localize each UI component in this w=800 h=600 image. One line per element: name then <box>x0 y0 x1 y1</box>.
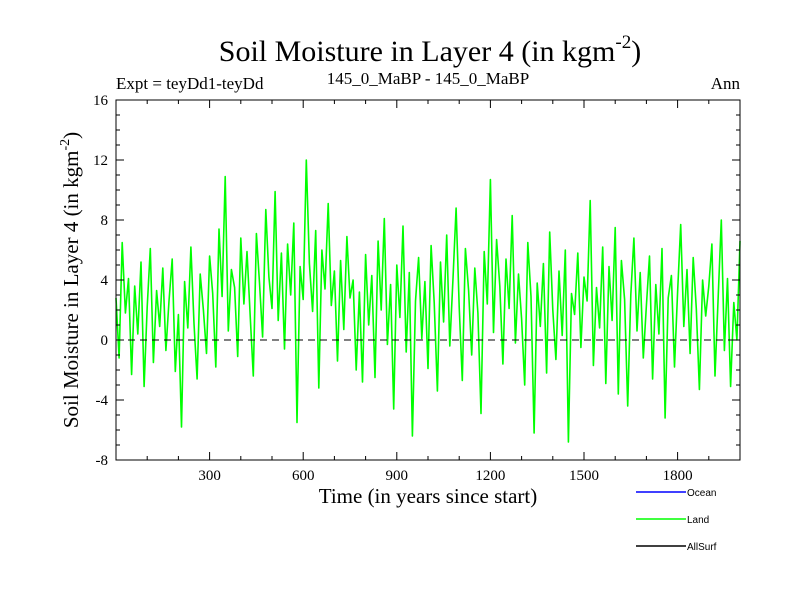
plot-area: -8 -4 0 4 8 12 16 300 600 900 1200 1500 1800 <box>93 93 741 484</box>
y-tick-label: 16 <box>93 93 109 109</box>
x-tick-label: 1200 <box>475 468 505 484</box>
y-tick-label: 4 <box>101 273 109 289</box>
y-axis-label: Soil Moisture in Layer 4 (in kgm-2) <box>58 132 83 428</box>
legend-label-ocean: Ocean <box>687 488 716 499</box>
chart-title: Soil Moisture in Layer 4 (in kgm-2) <box>219 32 641 68</box>
x-axis-label: Time (in years since start) <box>319 484 538 508</box>
y-tick-label: 12 <box>93 153 108 169</box>
subtitle-center: 145_0_MaBP - 145_0_MaBP <box>327 69 529 88</box>
x-tick-label: 1800 <box>663 468 693 484</box>
x-tick-label: 600 <box>292 468 315 484</box>
x-tick-label: 300 <box>198 468 221 484</box>
series-line-land <box>115 159 741 443</box>
y-tick-label: 0 <box>101 333 109 349</box>
subtitle-right: Ann <box>711 74 741 93</box>
y-tick-label: -8 <box>96 453 109 469</box>
x-tick-label: 1500 <box>569 468 599 484</box>
subtitle-left: Expt = teyDd1-teyDd <box>116 74 264 93</box>
y-tick-label: -4 <box>96 393 109 409</box>
y-tick-label: 8 <box>101 213 109 229</box>
legend-label-allsurf: AllSurf <box>687 542 717 553</box>
legend-label-land: Land <box>687 515 709 526</box>
x-tick-label: 900 <box>386 468 409 484</box>
legend: Ocean Land AllSurf <box>636 488 717 553</box>
